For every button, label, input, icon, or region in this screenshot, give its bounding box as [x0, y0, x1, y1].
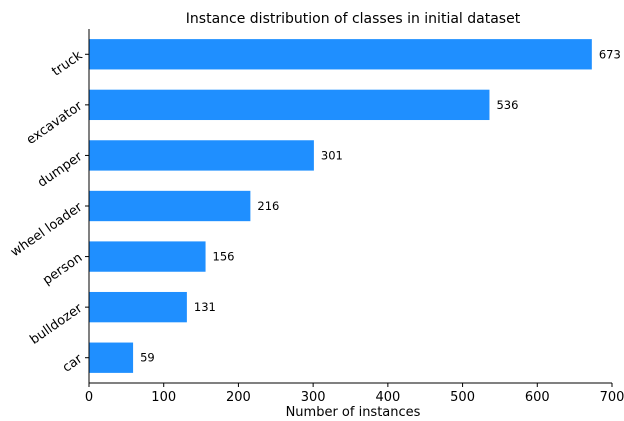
value-label: 216	[257, 199, 279, 213]
value-label: 59	[140, 351, 155, 365]
x-tick-label: 400	[375, 390, 400, 405]
x-tick-label: 500	[450, 390, 475, 405]
y-tick-label: excavator	[24, 98, 86, 148]
x-tick-label: 200	[226, 390, 251, 405]
x-tick-label: 300	[301, 390, 326, 405]
bar-dumper	[89, 140, 314, 171]
x-tick-label: 100	[151, 390, 176, 405]
bar-wheel-loader	[89, 190, 251, 222]
bar-bulldozer	[89, 291, 187, 323]
x-tick-label: 0	[85, 390, 93, 405]
bar-excavator	[89, 89, 490, 121]
x-axis: 0 100 200 300 400 500 600 700	[85, 382, 624, 405]
value-labels-group: 673 536 301 216 156 131 59	[140, 47, 621, 364]
chart-title: Instance distribution of classes in init…	[186, 11, 521, 27]
bar-truck	[89, 39, 592, 70]
value-label: 673	[599, 47, 621, 61]
value-label: 131	[194, 300, 216, 314]
y-tick-label: person	[40, 250, 85, 288]
y-tick-label: truck	[49, 48, 85, 80]
y-tick-label: dumper	[35, 149, 86, 191]
bar-car	[89, 342, 134, 373]
y-tick-label: car	[60, 351, 86, 375]
value-label: 156	[213, 250, 235, 264]
x-tick-label: 700	[600, 390, 624, 405]
value-label: 536	[496, 98, 518, 112]
y-tick-label: bulldozer	[27, 301, 85, 348]
bar-person	[89, 241, 206, 272]
x-tick-label: 600	[525, 390, 550, 405]
x-axis-label: Number of instances	[286, 405, 421, 420]
bars-group	[89, 39, 592, 373]
value-label: 301	[321, 148, 343, 162]
